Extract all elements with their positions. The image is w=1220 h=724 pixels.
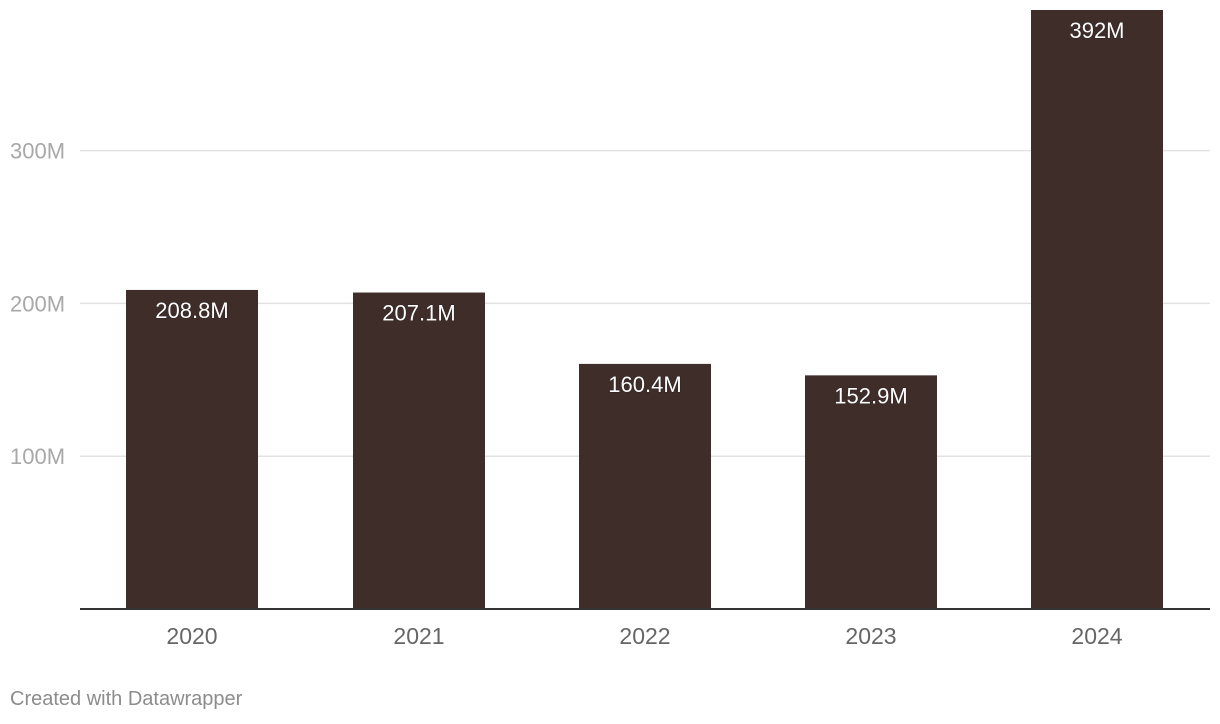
bar-2023	[805, 375, 937, 609]
footer-credit: Created with Datawrapper	[10, 688, 243, 710]
data-label-2022: 160.4M	[608, 372, 681, 397]
data-label-2020: 208.8M	[155, 298, 228, 323]
x-axis: 2020 2021 2022 2023 2024	[80, 608, 1210, 649]
x-tick-label-2022: 2022	[619, 623, 670, 649]
data-label-2023: 152.9M	[834, 383, 907, 408]
data-label-2024: 392M	[1069, 18, 1124, 43]
bar-2021	[353, 292, 485, 609]
data-label-2021: 207.1M	[382, 301, 455, 326]
x-tick-label-2021: 2021	[393, 623, 444, 649]
data-labels: 208.8M 207.1M 160.4M 152.9M 392M	[155, 18, 1125, 409]
bar-2020	[126, 289, 258, 609]
y-tick-label: 100M	[10, 444, 65, 469]
bar-2024	[1031, 10, 1163, 609]
y-tick-label: 200M	[10, 291, 65, 316]
x-tick-label-2020: 2020	[166, 623, 217, 649]
gridlines: 100M 200M 300M	[10, 139, 1210, 469]
x-tick-label-2023: 2023	[845, 623, 896, 649]
y-tick-label: 300M	[10, 139, 65, 164]
x-tick-label-2024: 2024	[1071, 623, 1122, 649]
bar-2022	[579, 363, 711, 609]
bars	[126, 10, 1163, 609]
